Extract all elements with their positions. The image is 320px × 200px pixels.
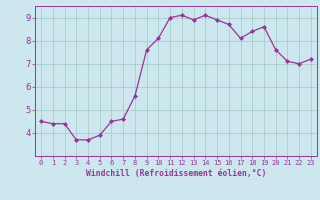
X-axis label: Windchill (Refroidissement éolien,°C): Windchill (Refroidissement éolien,°C) [86, 169, 266, 178]
